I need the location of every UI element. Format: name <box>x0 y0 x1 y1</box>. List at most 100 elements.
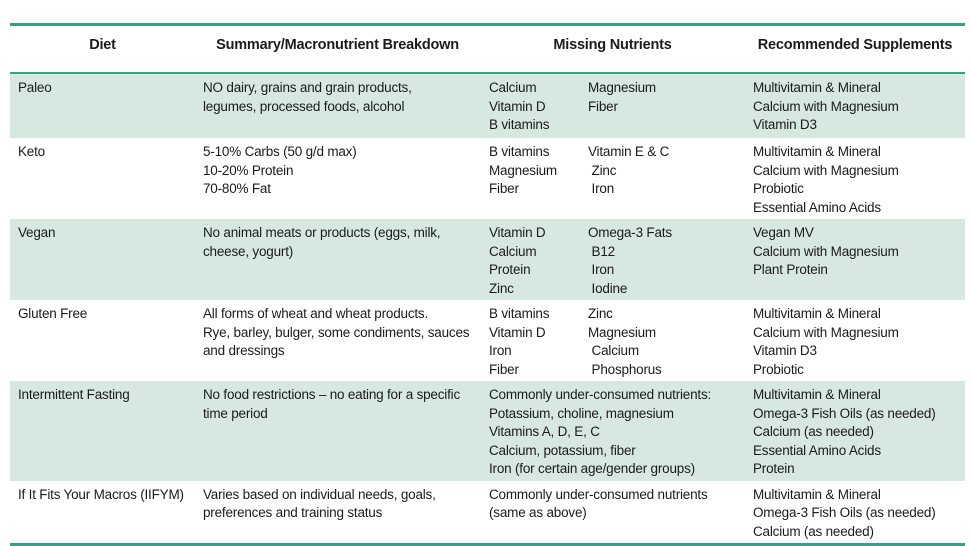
supplement-item: Calcium with Magnesium <box>753 98 899 114</box>
supplement-item: Multivitamin & Mineral <box>753 486 881 502</box>
supplements-cell: Multivitamin & Mineral Omega-3 Fish Oils … <box>745 381 965 481</box>
summary-line: 5-10% Carbs (50 g/d max) <box>203 144 357 159</box>
summary-cell: Varies based on individual needs, goals,… <box>195 481 480 544</box>
header-rule <box>10 72 965 74</box>
supplement-item: Protein <box>753 461 795 476</box>
missing-nutrients-sublist: B vitamins Magnesium Fiber <box>489 143 588 199</box>
supplement-item: Calcium (as needed) <box>753 424 874 439</box>
missing-cell: Calcium Vitamin D B vitamins Magnesium Fiber <box>480 74 745 138</box>
missing-nutrient: Vitamin E & C <box>588 144 670 159</box>
diet-name: Keto <box>18 144 45 159</box>
summary-line: All forms of wheat and wheat products. <box>203 306 429 321</box>
missing-nutrient: Vitamin D <box>489 324 546 340</box>
missing-nutrients-columns: Vitamin D Calcium Protein Zinc Omega-3 Fats … <box>489 224 745 298</box>
supplement-item: Probiotic <box>753 181 804 196</box>
summary-line: NO dairy, grains and grain products, <box>203 80 412 95</box>
missing-nutrient: Zinc <box>588 162 617 178</box>
missing-nutrients-columns: B vitamins Vitamin D Iron Fiber Zinc Magnesiu… <box>489 305 745 379</box>
diet-name: Paleo <box>18 80 52 95</box>
missing-nutrients-sublist: Calcium Vitamin D B vitamins <box>489 79 588 135</box>
summary-line: 10-20% Protein <box>203 162 294 178</box>
summary-line: preferences and training status <box>203 505 383 520</box>
diet-comparison-table: Diet Summary/Macronutrient Breakdown Mis… <box>10 23 965 546</box>
supplements-cell: Multivitamin & Mineral Calcium with Magne… <box>745 138 965 219</box>
supplements-cell: Vegan MV Calcium with Magnesium Plant Prot… <box>745 219 965 300</box>
table-row: Vegan No animal meats or products (eggs,… <box>10 219 965 300</box>
missing-nutrient: Iron <box>588 181 615 196</box>
missing-nutrient-line: Commonly under-consumed nutrients <box>489 486 708 502</box>
diet-cell: Keto <box>10 138 195 219</box>
summary-line: and dressings <box>203 343 285 358</box>
diet-name: Gluten Free <box>18 306 88 321</box>
missing-nutrient: Iron <box>588 262 615 277</box>
supplement-item: Calcium (as needed) <box>753 523 874 539</box>
missing-nutrient: Iodine <box>588 280 628 296</box>
column-header-missing-nutrients: Missing Nutrients <box>553 37 672 53</box>
missing-nutrient: Vitamin D <box>489 98 546 114</box>
missing-nutrient: Phosphorus <box>588 361 662 377</box>
table-header-row: Diet Summary/Macronutrient Breakdown Mis… <box>10 26 965 72</box>
missing-nutrients-sublist: Omega-3 Fats B12 Iron Iodine <box>588 224 745 298</box>
missing-nutrient-line: Vitamins A, D, E, C <box>489 424 600 439</box>
missing-nutrient-line: Iron (for certain age/gender groups) <box>489 461 695 476</box>
missing-nutrient-line: (same as above) <box>489 505 587 520</box>
missing-nutrient: Fiber <box>489 181 519 196</box>
summary-cell: NO dairy, grains and grain products, legu… <box>195 74 480 138</box>
summary-line: legumes, processed foods, alcohol <box>203 98 405 114</box>
supplement-item: Calcium with Magnesium <box>753 162 899 178</box>
table-row: Paleo NO dairy, grains and grain product… <box>10 74 965 138</box>
missing-nutrient: Zinc <box>588 306 613 321</box>
missing-cell: Commonly under-consumed nutrients (same a… <box>480 481 745 544</box>
diet-cell: Vegan <box>10 219 195 300</box>
missing-cell: B vitamins Magnesium Fiber Vitamin E & C Zi… <box>480 138 745 219</box>
summary-cell: 5-10% Carbs (50 g/d max) 10-20% Protein 70… <box>195 138 480 219</box>
missing-nutrients-columns: Calcium Vitamin D B vitamins Magnesium Fiber <box>489 79 745 135</box>
supplement-item: Multivitamin & Mineral <box>753 144 881 159</box>
missing-nutrient: Magnesium <box>588 324 656 340</box>
missing-nutrients-sublist: B vitamins Vitamin D Iron Fiber <box>489 305 588 379</box>
supplement-item: Omega-3 Fish Oils (as needed) <box>753 505 936 520</box>
supplement-item: Essential Amino Acids <box>753 442 881 458</box>
missing-cell: B vitamins Vitamin D Iron Fiber Zinc Magnesiu… <box>480 300 745 381</box>
missing-nutrient: Calcium <box>489 243 537 259</box>
supplement-item: Multivitamin & Mineral <box>753 387 881 402</box>
table-row: Intermittent Fasting No food restriction… <box>10 381 965 481</box>
supplement-item: Calcium with Magnesium <box>753 243 899 259</box>
missing-nutrient: B vitamins <box>489 144 550 159</box>
missing-nutrient: Calcium <box>588 343 640 358</box>
supplement-item: Multivitamin & Mineral <box>753 306 881 321</box>
supplement-item: Vitamin D3 <box>753 117 817 132</box>
summary-cell: All forms of wheat and wheat products. Ry… <box>195 300 480 381</box>
missing-nutrient: Zinc <box>489 280 514 296</box>
summary-line: No animal meats or products (eggs, milk, <box>203 225 441 240</box>
missing-nutrient: Calcium <box>489 80 537 95</box>
missing-nutrient: Magnesium <box>588 80 656 95</box>
missing-nutrient: Protein <box>489 262 531 277</box>
missing-nutrient: Iron <box>489 343 512 358</box>
diet-name: If It Fits Your Macros (IIFYM) <box>18 486 184 502</box>
missing-nutrient-line: Calcium, potassium, fiber <box>489 442 636 458</box>
missing-nutrient: Vitamin D <box>489 225 546 240</box>
diet-cell: If It Fits Your Macros (IIFYM) <box>10 481 195 544</box>
supplement-item: Multivitamin & Mineral <box>753 80 881 95</box>
missing-nutrient-line: Potassium, choline, magnesium <box>489 405 674 421</box>
supplement-item: Omega-3 Fish Oils (as needed) <box>753 405 936 421</box>
missing-nutrients-sublist: Vitamin D Calcium Protein Zinc <box>489 224 588 298</box>
table-row: If It Fits Your Macros (IIFYM) Varies ba… <box>10 481 965 544</box>
missing-nutrients-sublist: Vitamin E & C Zinc Iron <box>588 143 745 199</box>
diet-name: Intermittent Fasting <box>18 387 130 402</box>
supplements-cell: Multivitamin & Mineral Calcium with Magne… <box>745 300 965 381</box>
diet-cell: Gluten Free <box>10 300 195 381</box>
supplements-cell: Multivitamin & Mineral Calcium with Magne… <box>745 74 965 138</box>
summary-cell: No food restrictions – no eating for a s… <box>195 381 480 481</box>
table-row: Gluten Free All forms of wheat and wheat… <box>10 300 965 381</box>
missing-nutrient: B vitamins <box>489 306 550 321</box>
diet-cell: Paleo <box>10 74 195 138</box>
summary-line: Rye, barley, bulger, some condiments, sa… <box>203 324 470 340</box>
top-rule <box>10 23 965 26</box>
table-row: Keto 5-10% Carbs (50 g/d max) 10-20% Prot… <box>10 138 965 219</box>
supplements-cell: Multivitamin & Mineral Omega-3 Fish Oils … <box>745 481 965 544</box>
supplement-item: Plant Protein <box>753 262 828 277</box>
missing-cell: Commonly under-consumed nutrients: Potass… <box>480 381 745 481</box>
column-header-recommended-supplements: Recommended Supplements <box>757 37 953 53</box>
